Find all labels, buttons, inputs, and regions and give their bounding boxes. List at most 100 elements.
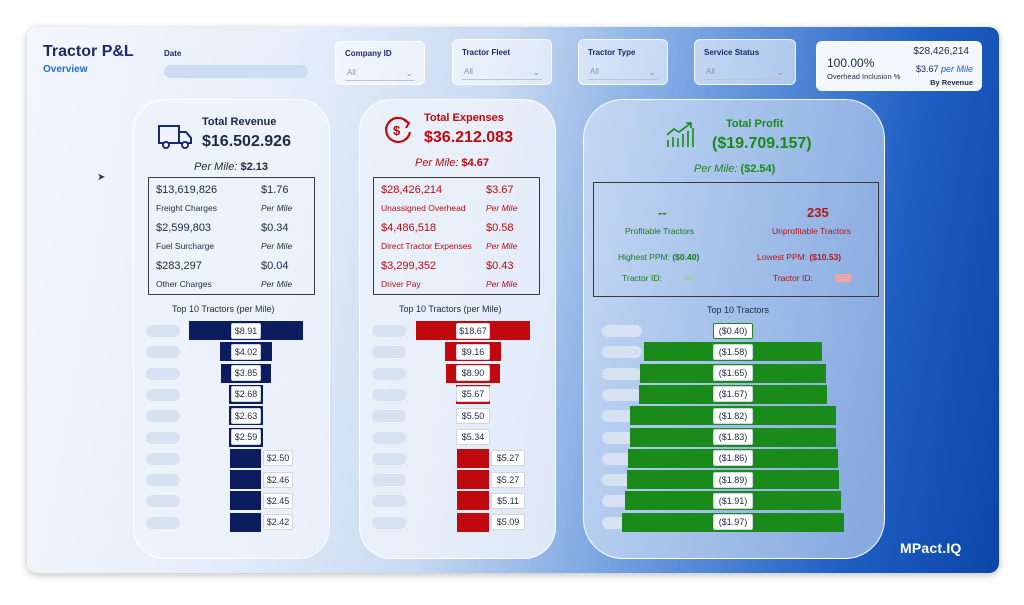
breakdown-per-mile-value: $0.34 — [261, 222, 289, 234]
breakdown-per-mile-value: $3.67 — [486, 184, 514, 196]
tractor-id-pill[interactable] — [372, 388, 406, 401]
breakdown-per-mile-label: Per Mile — [486, 241, 518, 251]
tractor-id-pill[interactable] — [602, 388, 642, 401]
tractor-id-pill[interactable] — [372, 474, 406, 487]
tractor-id-pill[interactable] — [146, 325, 180, 337]
tractor-bar[interactable] — [230, 448, 261, 468]
highest-ppm: Highest PPM: ($0.40) — [618, 252, 699, 262]
tractor-id-pill[interactable] — [146, 452, 180, 465]
tractor-bar-label: ($1.82) — [713, 407, 753, 424]
svg-text:$: $ — [393, 123, 401, 138]
breakdown-per-mile-value: $0.43 — [486, 260, 514, 272]
tractor-bar[interactable] — [457, 470, 489, 490]
tractor-bar-label: $2.46 — [263, 471, 293, 488]
tractor-id-pill[interactable] — [146, 346, 180, 359]
breakdown-label: Other Charges — [156, 279, 212, 289]
tractor-bar-label: $4.02 — [231, 343, 261, 360]
overhead-per-mile: $3.67 per Mile — [916, 64, 973, 74]
company-filter-label: Company ID — [345, 49, 392, 58]
tractor-id-pill[interactable] — [146, 431, 180, 444]
profit-stats-table — [593, 182, 879, 297]
tractor-id-pill[interactable] — [602, 367, 642, 380]
revenue-per-mile-label: Per Mile: — [194, 161, 238, 173]
tractor-id-pill[interactable] — [146, 474, 180, 487]
breakdown-per-mile-label: Per Mile — [486, 279, 518, 289]
breakdown-per-mile-value: $1.76 — [261, 184, 289, 196]
status-filter — [694, 39, 796, 85]
lowest-ppm: Lowest PPM: ($10.53) — [757, 252, 841, 262]
tractor-bar[interactable] — [230, 470, 261, 490]
revenue-title: Total Revenue — [202, 116, 277, 128]
fleet-dropdown[interactable]: All ⌄ — [462, 64, 542, 80]
status-filter-label: Service Status — [704, 48, 760, 57]
revenue-per-mile-value: $2.13 — [240, 161, 268, 173]
tractor-id-pill[interactable] — [146, 516, 180, 529]
tractor-id-pill[interactable] — [372, 495, 406, 508]
tractor-id-pill[interactable] — [372, 346, 406, 359]
tractor-bar-label: $5.11 — [491, 492, 525, 509]
tractor-id-pill[interactable] — [372, 410, 406, 423]
highest-tractor-id-label: Tractor ID: — [622, 273, 662, 283]
breakdown-label: Unassigned Overhead — [381, 203, 466, 213]
type-filter — [578, 39, 668, 85]
overhead-caption: Overhead Inclusion % — [827, 72, 901, 81]
tractor-bar-label: $2.42 — [263, 514, 293, 531]
fleet-filter — [452, 39, 552, 85]
tractor-id-pill[interactable] — [372, 325, 406, 337]
revenue-breakdown-table: $13,619,826 Freight Charges $1.76 Per Mile $… — [148, 177, 315, 295]
status-dropdown[interactable]: All ⌄ — [704, 64, 786, 80]
tractor-id-pill[interactable] — [146, 367, 180, 380]
tractor-id-pill[interactable] — [372, 431, 406, 444]
tractor-id-pill[interactable] — [372, 367, 406, 380]
tractor-id-pill[interactable] — [146, 410, 180, 423]
breakdown-label: Driver Pay — [381, 279, 421, 289]
expenses-per-mile: Per Mile: $4.67 — [415, 157, 489, 169]
profitable-label: Profitable Tractors — [625, 226, 694, 236]
lowest-tractor-id-label: Tractor ID: — [773, 273, 813, 283]
tractor-bar[interactable] — [457, 448, 489, 468]
type-dropdown-value: All — [590, 67, 599, 76]
tractor-id-pill[interactable] — [146, 495, 180, 508]
lowest-ppm-label: Lowest PPM: — [757, 252, 808, 262]
tractor-bar-label: ($0.40) — [713, 322, 753, 339]
dashboard-shell: Tractor P&L Overview Date Company ID All… — [27, 27, 999, 573]
tractor-bar-label: $3.85 — [231, 365, 261, 382]
overhead-per-mile-label: per Mile — [940, 64, 973, 74]
breakdown-label: Freight Charges — [156, 203, 217, 213]
tractor-bar[interactable] — [230, 512, 261, 532]
status-dropdown-value: All — [706, 67, 715, 76]
profitable-count: -- — [658, 205, 667, 220]
tractor-bar-label: $2.59 — [231, 429, 261, 445]
tractor-bar-label: ($1.83) — [713, 429, 753, 445]
tractor-id-pill[interactable] — [146, 388, 180, 401]
unprofitable-count: 235 — [807, 205, 829, 220]
page-subtitle[interactable]: Overview — [43, 64, 88, 75]
expenses-title: Total Expenses — [424, 112, 504, 124]
tractor-bar[interactable] — [230, 491, 261, 511]
date-range-slider[interactable] — [164, 65, 308, 78]
date-filter-label: Date — [164, 49, 182, 58]
tractor-bar[interactable] — [457, 491, 489, 511]
tractor-bar[interactable] — [457, 512, 489, 532]
tractor-bar-label: ($1.58) — [713, 343, 753, 360]
company-dropdown[interactable]: All ⌄ — [345, 65, 415, 81]
type-dropdown[interactable]: All ⌄ — [588, 64, 658, 80]
unprofitable-label: Unprofitable Tractors — [772, 226, 851, 236]
expenses-per-mile-value: $4.67 — [461, 157, 489, 169]
fleet-filter-label: Tractor Fleet — [462, 48, 511, 57]
tractor-id-pill[interactable] — [372, 516, 406, 529]
company-dropdown-value: All — [347, 68, 356, 77]
overhead-percent[interactable]: 100.00% — [827, 56, 875, 70]
type-filter-label: Tractor Type — [588, 48, 636, 57]
highest-ppm-value: ($0.40) — [672, 252, 700, 262]
tractor-bar-label: $2.68 — [231, 386, 261, 403]
tractor-id-pill[interactable] — [372, 452, 406, 465]
breakdown-label: Direct Tractor Expenses — [381, 241, 472, 251]
mpactiq-logo: MPact.IQ — [900, 540, 962, 556]
profit-per-mile-value: ($2.54) — [740, 163, 776, 175]
page-title: Tractor P&L — [43, 43, 134, 60]
tractor-bar-label: ($1.97) — [713, 514, 753, 531]
tractor-id-pill[interactable] — [602, 325, 642, 337]
tractor-bar-label: $5.27 — [491, 471, 525, 488]
tractor-id-pill[interactable] — [602, 346, 642, 359]
